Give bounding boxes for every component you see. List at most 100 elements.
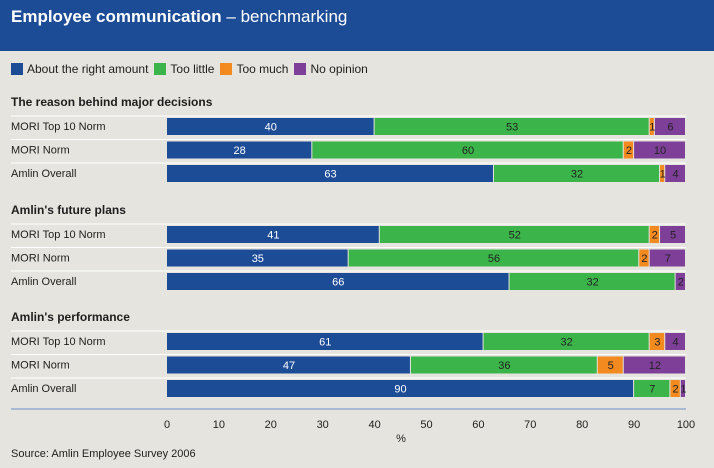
x-axis-label: % xyxy=(396,433,406,445)
data-label: 10 xyxy=(654,145,666,157)
bar-segment xyxy=(483,333,649,350)
data-label: 66 xyxy=(332,277,344,289)
bar-segment xyxy=(623,141,634,159)
legend-label: About the right amount xyxy=(27,62,149,76)
x-tick-label: 0 xyxy=(164,419,170,431)
page-header: Employee communication – benchmarking xyxy=(0,0,714,51)
data-label: 4 xyxy=(673,337,679,349)
bar-segment xyxy=(634,141,685,159)
bar-segment xyxy=(167,226,379,243)
data-label: 35 xyxy=(252,253,264,265)
bar-segment xyxy=(639,249,649,267)
bar-segment xyxy=(410,356,597,374)
legend-swatch xyxy=(11,63,23,75)
x-tick-label: 30 xyxy=(317,419,329,431)
bar-segment xyxy=(509,273,675,290)
data-label: 12 xyxy=(649,360,661,372)
data-label: 5 xyxy=(608,360,614,372)
bar-segment xyxy=(649,226,660,243)
row-label: MORI Top 10 Norm xyxy=(11,121,106,133)
data-label: 52 xyxy=(509,230,521,242)
x-tick-label: 40 xyxy=(368,419,380,431)
bar-segment xyxy=(167,356,410,374)
bar-segment xyxy=(493,165,660,182)
data-label: 40 xyxy=(265,122,277,134)
data-label: 61 xyxy=(319,337,331,349)
bar-segment xyxy=(665,165,685,182)
data-label: 1 xyxy=(680,384,686,396)
title-rest: – benchmarking xyxy=(221,7,348,26)
data-label: 7 xyxy=(649,384,655,396)
data-label: 2 xyxy=(626,145,632,157)
x-tick-label: 60 xyxy=(472,419,484,431)
legend-swatch xyxy=(154,63,167,75)
data-label: 7 xyxy=(665,253,671,265)
group-title: Amlin's future plans xyxy=(11,203,126,217)
bar-segment xyxy=(167,118,374,135)
bar-segment xyxy=(167,273,509,290)
row-label: Amlin Overall xyxy=(11,383,76,395)
bar-segment xyxy=(623,356,685,374)
x-tick-label: 70 xyxy=(524,419,536,431)
data-label: 2 xyxy=(641,253,647,265)
row-label: MORI Norm xyxy=(11,145,70,157)
row-label: Amlin Overall xyxy=(11,276,76,288)
data-label: 53 xyxy=(506,122,518,134)
x-tick-label: 20 xyxy=(265,419,277,431)
legend-item-too-much: Too much xyxy=(220,62,288,76)
bar-segment xyxy=(665,333,685,350)
data-label: 2 xyxy=(673,384,679,396)
legend-label: Too much xyxy=(236,62,289,76)
title-bold: Employee communication xyxy=(11,7,222,26)
bar-segment xyxy=(634,380,670,397)
bar-segment xyxy=(680,380,685,397)
data-label: 4 xyxy=(673,169,679,181)
bar-segment xyxy=(379,226,649,243)
data-label: 36 xyxy=(498,360,510,372)
bar-segment xyxy=(660,165,665,182)
x-tick-label: 100 xyxy=(677,419,695,431)
legend-item-about-right: About the right amount xyxy=(11,62,148,76)
data-label: 6 xyxy=(667,122,673,134)
data-label: 28 xyxy=(234,145,246,157)
bar-segment xyxy=(597,356,623,374)
bar-segment xyxy=(649,249,685,267)
data-label: 90 xyxy=(394,384,406,396)
data-label: 41 xyxy=(267,230,279,242)
source-note: Source: Amlin Employee Survey 2006 xyxy=(11,448,196,460)
legend: About the right amount Too little Too mu… xyxy=(11,61,374,77)
row-label: MORI Top 10 Norm xyxy=(11,336,106,348)
data-label: 56 xyxy=(488,253,500,265)
bar-segment xyxy=(660,226,685,243)
bar-segment xyxy=(670,380,680,397)
legend-swatch xyxy=(294,63,307,75)
legend-item-no-opinion: No opinion xyxy=(294,62,368,76)
row-label: MORI Top 10 Norm xyxy=(11,229,106,241)
data-label: 32 xyxy=(561,337,573,349)
data-label: 60 xyxy=(462,145,474,157)
legend-item-too-little: Too little xyxy=(154,62,214,76)
x-tick-label: 90 xyxy=(628,419,640,431)
data-label: 1 xyxy=(649,122,655,134)
bar-segment xyxy=(654,118,685,135)
data-label: 32 xyxy=(586,277,598,289)
data-label: 2 xyxy=(678,277,684,289)
x-tick-label: 80 xyxy=(576,419,588,431)
legend-swatch xyxy=(220,63,233,75)
bar-segment xyxy=(167,165,493,182)
page-title: Employee communication – benchmarking xyxy=(11,7,347,27)
legend-label: No opinion xyxy=(310,62,368,76)
x-tick-label: 10 xyxy=(213,419,225,431)
data-label: 1 xyxy=(660,169,666,181)
bar-segment xyxy=(167,333,483,350)
group-title: Amlin's performance xyxy=(11,310,130,324)
data-label: 5 xyxy=(670,230,676,242)
row-label: MORI Norm xyxy=(11,253,70,265)
data-label: 2 xyxy=(652,230,658,242)
row-label: MORI Norm xyxy=(11,360,70,372)
bar-segment xyxy=(675,273,685,290)
data-label: 63 xyxy=(324,169,336,181)
bar-segment xyxy=(167,141,312,159)
legend-label: Too little xyxy=(170,62,215,76)
